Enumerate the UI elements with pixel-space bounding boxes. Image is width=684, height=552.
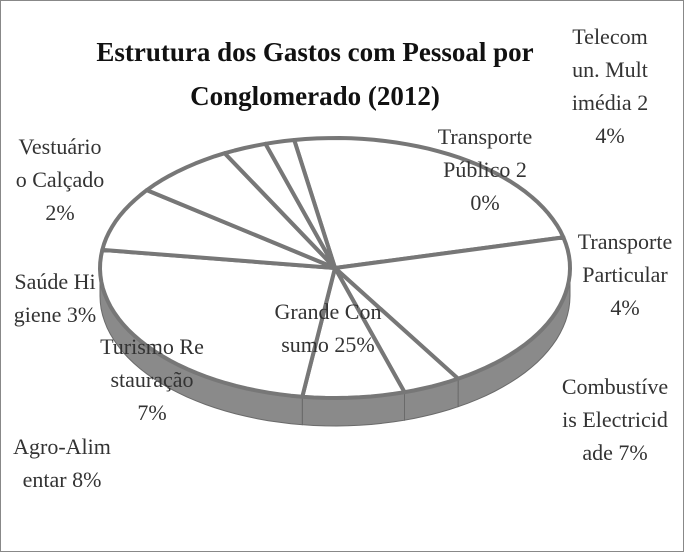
slice-label: Telecomun. Multimédia 24% [570, 20, 650, 152]
slice [292, 136, 566, 270]
category-label: Transporte Público [437, 124, 533, 182]
slice [333, 266, 461, 395]
slice [144, 151, 337, 270]
slice-label: Saúde Higiene 3% [10, 265, 100, 331]
slice [333, 235, 572, 381]
slice-label: Vestuário o Calçado 2% [15, 130, 105, 229]
category-label: Turismo Restauração [100, 334, 204, 392]
slice-label: Turismo Restauração 7% [97, 330, 207, 429]
chart-title: Estrutura dos Gastos com Pessoal por Con… [96, 37, 534, 111]
value-label: 20% [470, 157, 527, 215]
slice [100, 188, 337, 270]
value-label: 7% [137, 400, 167, 425]
slice [263, 138, 337, 270]
slice-label: Transporte Público 20% [430, 120, 540, 219]
slice-label: Agro-Alimentar 8% [12, 430, 112, 496]
category-label: Transporte Particular [577, 229, 673, 287]
value-label: 3% [66, 302, 97, 327]
slice-label: Grande Consumo 25% [273, 295, 383, 361]
value-label: 24% [595, 90, 649, 148]
value-label: 2% [45, 200, 75, 225]
category-label: Combustíveis Electricidade [561, 374, 669, 465]
slice [98, 247, 337, 399]
value-label: 25% [334, 332, 375, 357]
category-label: Telecomun. Multimédia [571, 24, 648, 115]
value-label: 8% [72, 467, 102, 492]
category-label: Agro-Alimentar [13, 434, 111, 492]
category-label: Saúde Higiene [13, 269, 96, 327]
slice-label: Combustíveis Electricidade 7% [560, 370, 670, 469]
value-label: 7% [618, 440, 648, 465]
slice-label: Transporte Particular 4% [570, 225, 680, 324]
value-label: 4% [610, 295, 640, 320]
category-label: Grande Consumo [274, 299, 382, 357]
category-label: Vestuário o Calçado [15, 134, 105, 192]
